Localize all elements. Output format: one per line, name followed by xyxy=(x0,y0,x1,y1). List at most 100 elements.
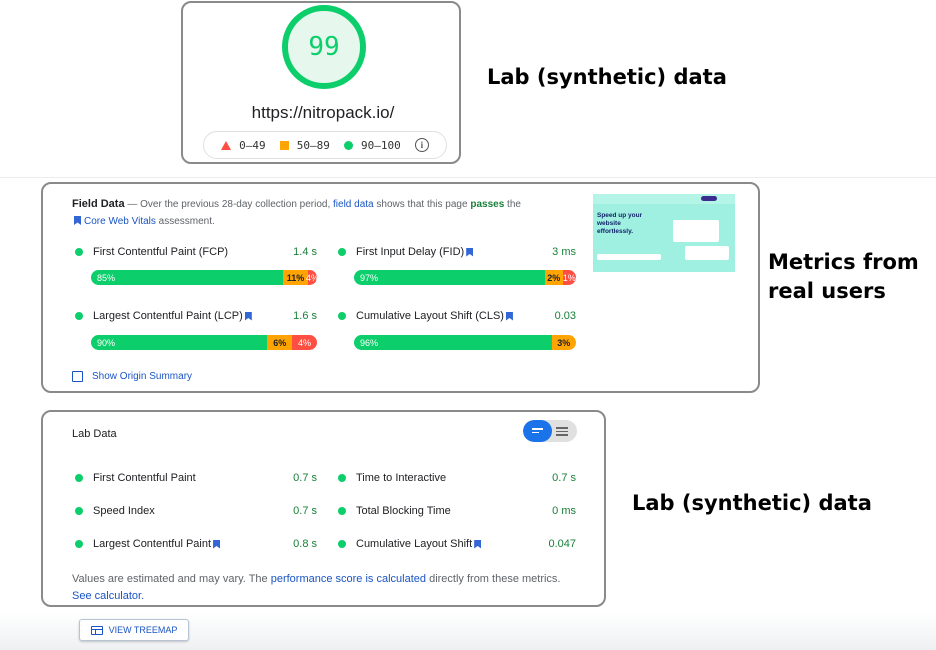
bookmark-icon xyxy=(474,539,482,549)
thumb-footer-strip xyxy=(593,272,735,294)
show-origin-summary-checkbox[interactable]: Show Origin Summary xyxy=(72,371,192,382)
distribution-bar: 96% 3% xyxy=(354,335,576,350)
divider xyxy=(0,177,936,178)
field-metric-fid-value: 3 ms xyxy=(552,246,576,258)
legend-low-label: 0–49 xyxy=(239,138,266,152)
distribution-bar: 90% 6% 4% xyxy=(91,335,317,350)
tested-url: https://nitropack.io/ xyxy=(251,103,395,122)
distribution-bar: 85%11%4% xyxy=(91,270,317,285)
legend-item-low: 0–49 xyxy=(221,139,266,152)
checkbox-icon[interactable] xyxy=(72,371,83,382)
good-dot-icon xyxy=(75,540,83,548)
bar-average-segment: 11% xyxy=(283,270,308,285)
metric-label: Largest Contentful Paint (LCP) xyxy=(93,310,243,322)
treemap-label: VIEW TREEMAP xyxy=(108,625,178,635)
field-metric-fcp-value: 1.4 s xyxy=(293,246,317,258)
treemap-icon xyxy=(90,625,103,635)
metric-label: First Input Delay (FID) xyxy=(356,246,465,258)
note-text-1: Values are estimated and may vary. The xyxy=(72,573,271,585)
thumb-headline: Speed up your website effortlessly. xyxy=(597,212,643,235)
score-legend: 0–49 50–89 90–100 i xyxy=(203,131,447,159)
field-desc-1: — Over the previous 28-day collection pe… xyxy=(124,199,334,210)
lab-data-panel xyxy=(41,410,606,607)
field-data-header: Field Data — Over the previous 28-day co… xyxy=(72,196,542,230)
bar-average-segment: 3% xyxy=(551,335,576,350)
distribution-bar: 97% 2% 1% xyxy=(354,270,576,285)
thumb-card xyxy=(673,220,719,242)
info-icon[interactable]: i xyxy=(414,138,429,152)
annotation-metrics: Metrics from real users xyxy=(768,248,919,306)
summary-view-icon xyxy=(532,428,543,433)
toggle-summary-option[interactable] xyxy=(523,420,552,442)
field-metric-cls: Cumulative Layout Shift (CLS) xyxy=(338,310,516,322)
view-toggle[interactable] xyxy=(523,420,577,442)
pass-status: passes xyxy=(470,199,505,210)
metric-label: First Contentful Paint xyxy=(93,472,196,484)
lab-metric-tbt: Total Blocking Time xyxy=(338,505,451,517)
good-dot-icon xyxy=(75,312,83,320)
triangle-icon xyxy=(221,140,232,150)
lab-metric-cls-value: 0.047 xyxy=(548,538,576,550)
good-dot-icon xyxy=(75,474,83,482)
bar-good-segment: 85% xyxy=(91,270,284,285)
field-metric-cls-value: 0.03 xyxy=(554,310,576,322)
lab-metric-lcp-value: 0.8 s xyxy=(293,538,317,550)
thumb-nav-bar xyxy=(593,194,735,204)
bar-average-segment: 2% xyxy=(544,270,563,285)
lab-metric-cls: Cumulative Layout Shift xyxy=(338,538,484,550)
annotation-lab-top: Lab (synthetic) data xyxy=(487,65,727,89)
good-dot-icon xyxy=(338,474,346,482)
thumb-input xyxy=(597,254,661,260)
bar-good-segment: 90% xyxy=(91,335,268,350)
legend-item-high: 90–100 xyxy=(344,139,401,152)
annotation-metrics-line1: Metrics from xyxy=(768,250,919,274)
legend-item-mid: 50–89 xyxy=(279,138,330,152)
lab-metric-tti: Time to Interactive xyxy=(338,472,446,484)
view-treemap-button[interactable]: VIEW TREEMAP xyxy=(79,619,189,641)
bar-poor-segment: 4% xyxy=(292,335,317,350)
legend-mid-label: 50–89 xyxy=(296,138,330,152)
core-web-vitals-link[interactable]: Core Web Vitals xyxy=(84,216,156,227)
metric-label: First Contentful Paint (FCP) xyxy=(93,246,229,258)
circle-icon xyxy=(344,140,354,150)
bar-poor-segment: 1% xyxy=(562,270,576,285)
good-dot-icon xyxy=(75,248,83,256)
metric-label: Largest Contentful Paint xyxy=(93,538,212,550)
bar-poor-segment: 4% xyxy=(306,270,317,285)
bar-good-segment: 96% xyxy=(354,335,552,350)
thumb-cta-pill xyxy=(701,196,717,201)
square-icon xyxy=(279,140,289,150)
annotation-lab-bottom: Lab (synthetic) data xyxy=(632,491,872,515)
lab-metric-tbt-value: 0 ms xyxy=(552,505,576,517)
metric-label: Cumulative Layout Shift (CLS) xyxy=(356,310,504,322)
field-data-link[interactable]: field data xyxy=(333,199,374,210)
legend-high-label: 90–100 xyxy=(361,138,401,152)
lab-data-note: Values are estimated and may vary. The p… xyxy=(72,571,582,605)
score-value: 99 xyxy=(308,32,340,62)
lab-metric-tti-value: 0.7 s xyxy=(552,472,576,484)
origin-summary-label: Show Origin Summary xyxy=(92,371,193,382)
field-desc-3: the xyxy=(504,199,521,210)
lab-metric-fcp-value: 0.7 s xyxy=(293,472,317,484)
lab-metric-si: Speed Index xyxy=(75,505,155,517)
good-dot-icon xyxy=(338,540,346,548)
annotation-metrics-line2: real users xyxy=(768,279,886,303)
metric-label: Cumulative Layout Shift xyxy=(356,538,473,550)
bookmark-icon xyxy=(213,539,221,549)
field-metric-lcp: Largest Contentful Paint (LCP) xyxy=(75,310,255,322)
see-calculator-link[interactable]: See calculator. xyxy=(72,590,145,602)
good-dot-icon xyxy=(338,248,346,256)
note-text-2: directly from these metrics. xyxy=(426,573,561,585)
bookmark-icon xyxy=(244,311,252,321)
page-screenshot-thumbnail: Speed up your website effortlessly. xyxy=(593,194,735,294)
metric-label: Total Blocking Time xyxy=(356,505,451,517)
field-desc-4: assessment. xyxy=(155,216,215,227)
bookmark-icon xyxy=(466,247,474,257)
field-desc-2: shows that this page xyxy=(373,199,471,210)
good-dot-icon xyxy=(338,312,346,320)
performance-score-gauge: 99 xyxy=(282,5,366,89)
field-metric-fcp: First Contentful Paint (FCP) xyxy=(75,246,228,258)
performance-score-link[interactable]: performance score is calculated xyxy=(270,573,427,585)
list-view-icon[interactable] xyxy=(556,427,568,436)
good-dot-icon xyxy=(338,507,346,515)
